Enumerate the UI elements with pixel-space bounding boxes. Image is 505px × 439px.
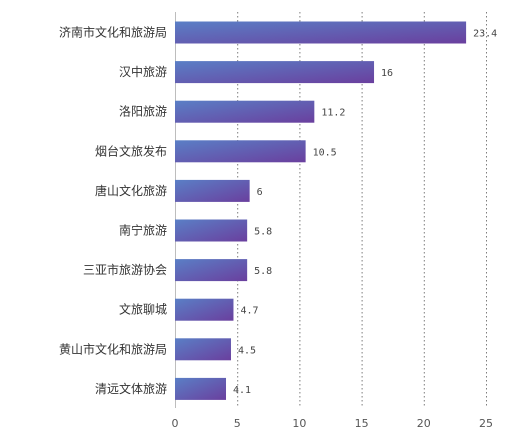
bar <box>175 21 467 44</box>
bar <box>175 338 231 361</box>
category-label: 洛阳旅游 <box>119 104 167 119</box>
category-label: 三亚市旅游协会 <box>83 262 167 277</box>
data-label: 5.8 <box>254 227 272 238</box>
bar <box>175 298 234 321</box>
category-label: 唐山文化旅游 <box>95 183 167 198</box>
x-tick-label: 0 <box>172 417 179 430</box>
bar <box>175 61 375 84</box>
x-tick-label: 20 <box>417 417 431 430</box>
data-label: 5.8 <box>254 266 272 277</box>
bar <box>175 100 315 123</box>
x-tick-label: 15 <box>355 417 369 430</box>
category-label: 济南市文化和旅游局 <box>59 25 167 40</box>
category-label: 烟台文旅发布 <box>95 143 167 158</box>
category-label: 文旅聊城 <box>119 302 167 317</box>
bar <box>175 179 250 202</box>
bar <box>175 377 227 400</box>
data-label: 6 <box>257 187 263 198</box>
x-tick-label: 5 <box>234 417 241 430</box>
data-label: 10.5 <box>313 147 337 158</box>
category-label: 黄山市文化和旅游局 <box>59 341 167 356</box>
x-tick-label: 25 <box>479 417 493 430</box>
labels: 0 5 10 15 20 25 济南市文化和旅游局 23.4 汉中旅游 16 洛阳旅游 11.2 烟台文… <box>59 25 497 431</box>
x-tick-label: 10 <box>292 417 306 430</box>
category-label: 清远文体旅游 <box>95 381 167 396</box>
bars <box>175 21 467 400</box>
data-label: 4.1 <box>233 385 251 396</box>
bar <box>175 219 248 242</box>
data-label: 11.2 <box>321 108 345 119</box>
data-label: 4.7 <box>240 306 258 317</box>
category-label: 南宁旅游 <box>119 223 167 238</box>
bar <box>175 140 306 163</box>
data-label: 16 <box>381 68 393 79</box>
data-label: 23.4 <box>473 29 497 40</box>
bar <box>175 259 248 282</box>
category-label: 汉中旅游 <box>119 64 167 79</box>
data-label: 4.5 <box>238 345 256 356</box>
